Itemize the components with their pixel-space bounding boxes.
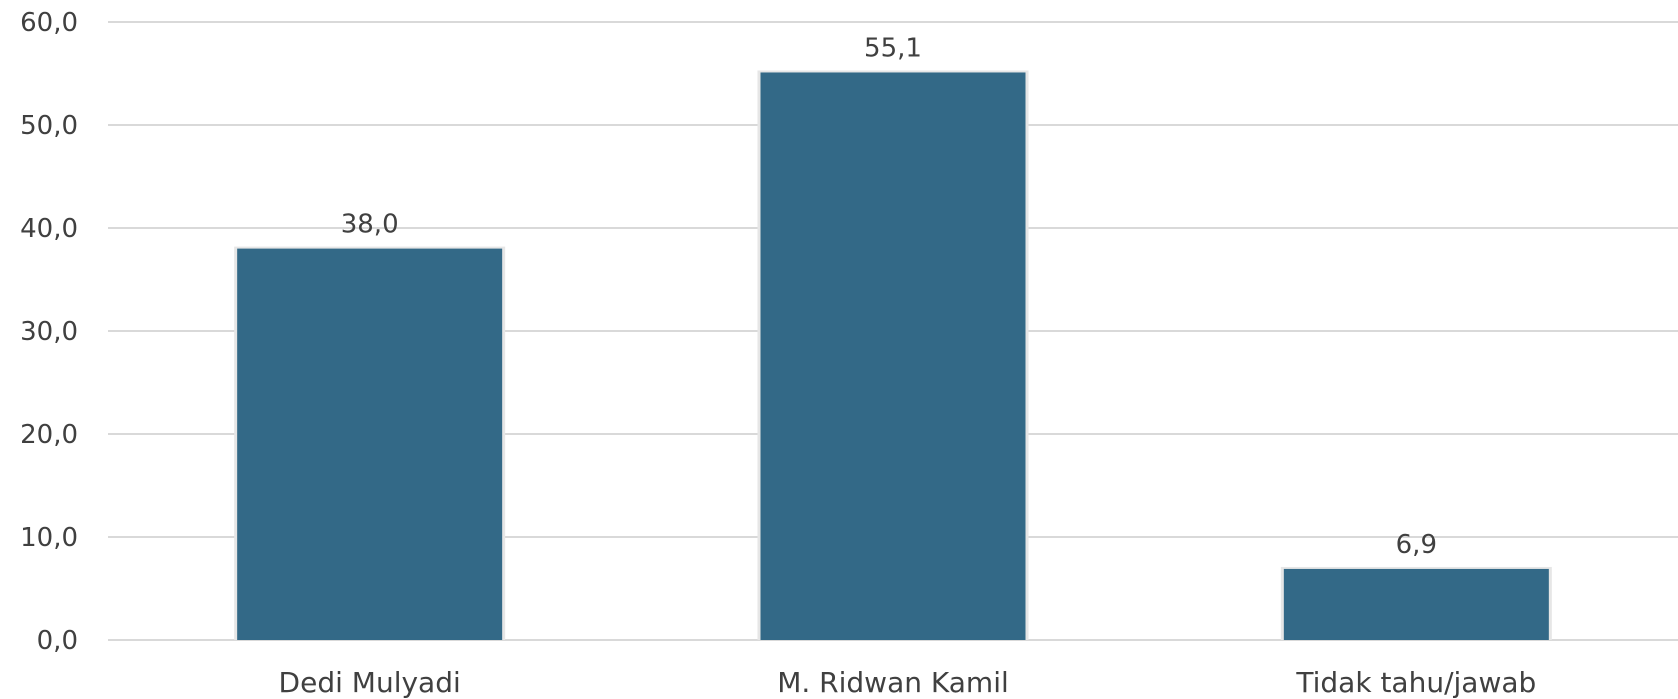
data-labels: 38,0 55,1 6,9 <box>341 33 1437 559</box>
y-tick-label: 0,0 <box>37 626 78 656</box>
bar <box>760 72 1026 641</box>
category-label: Dedi Mulyadi <box>279 666 461 699</box>
data-label: 38,0 <box>341 210 399 240</box>
y-axis-ticks: 0,0 10,0 20,0 30,0 40,0 50,0 60,0 <box>20 8 78 656</box>
data-label: 6,9 <box>1396 530 1437 560</box>
y-tick-label: 10,0 <box>20 523 78 553</box>
bar <box>1283 568 1549 640</box>
y-tick-label: 60,0 <box>20 8 78 38</box>
y-tick-label: 40,0 <box>20 214 78 244</box>
data-label: 55,1 <box>864 33 922 63</box>
category-labels: Dedi Mulyadi M. Ridwan Kamil Tidak tahu/ja… <box>279 666 1537 699</box>
y-tick-label: 20,0 <box>20 420 78 450</box>
category-label: Tidak tahu/jawab <box>1295 666 1536 699</box>
y-tick-label: 30,0 <box>20 317 78 347</box>
y-tick-label: 50,0 <box>20 111 78 141</box>
category-label: M. Ridwan Kamil <box>777 666 1009 699</box>
bars <box>234 70 1552 641</box>
bar <box>237 248 503 640</box>
